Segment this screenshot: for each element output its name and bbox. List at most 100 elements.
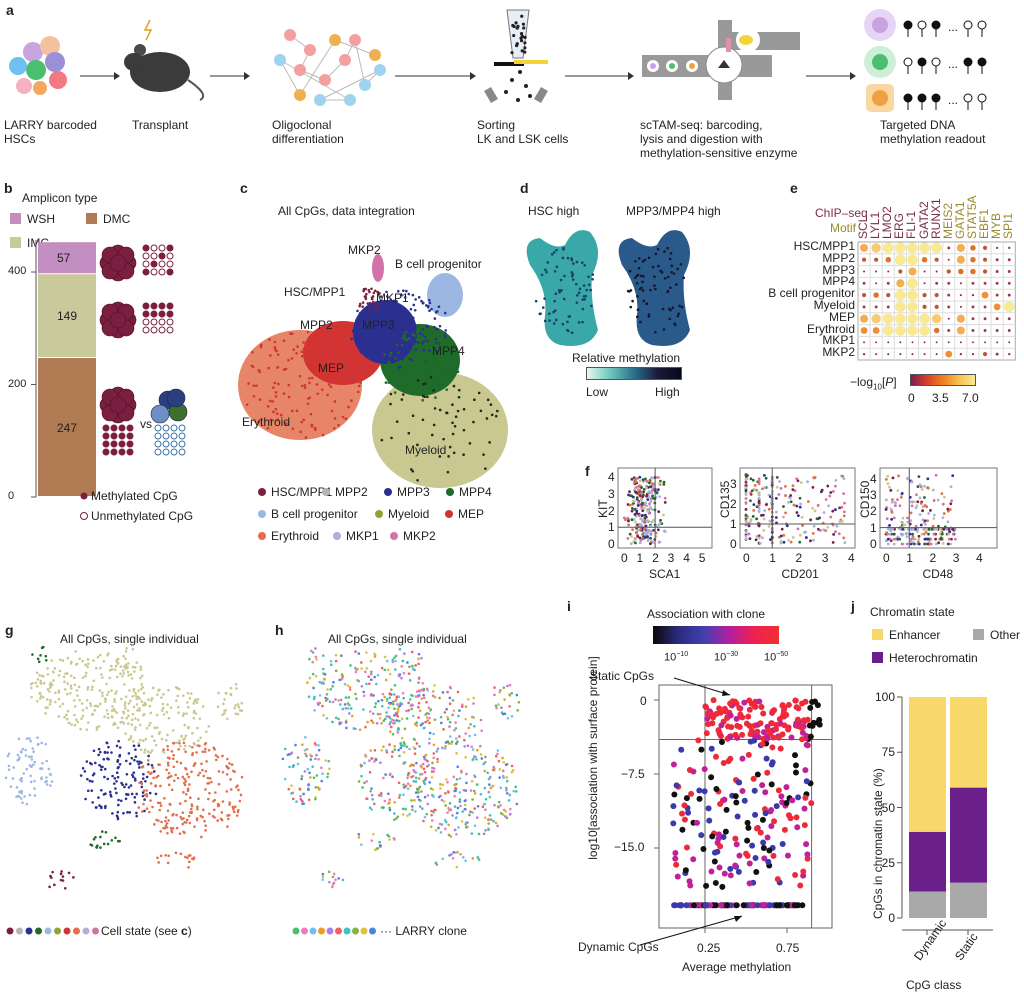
methylated-cpg-icon: [142, 310, 150, 318]
cell-point: [334, 370, 338, 374]
methylated-cpg-icon: [917, 93, 927, 103]
cell-point: [425, 339, 429, 343]
droplet-dot: [524, 84, 528, 88]
cell-point: [432, 375, 436, 378]
cell-point: [391, 347, 394, 351]
cell-point: [485, 417, 489, 420]
cell-point: [423, 366, 427, 370]
cell-point: [268, 338, 271, 341]
cell-point: [575, 282, 578, 286]
cell-point: [433, 407, 437, 410]
cell-point: [419, 381, 422, 385]
legend-item-hsc-mpp1: HSC/MPP1: [258, 485, 332, 499]
cell-point: [394, 357, 397, 360]
cell-dot: [349, 34, 361, 46]
cell-point: [570, 271, 574, 274]
cell-dot: [359, 79, 371, 91]
cell-point: [552, 322, 556, 325]
myeloid-region: [372, 372, 508, 488]
cell-point: [421, 398, 425, 402]
cell-point: [398, 316, 402, 320]
cell-point: [384, 381, 388, 384]
droplet-dot: [528, 94, 532, 98]
cell-point: [361, 327, 365, 331]
bar-segment-dynamic-enhancer: [909, 697, 946, 832]
cell-point: [326, 393, 329, 397]
lineage-edge: [299, 39, 336, 96]
cell-point: [408, 328, 411, 332]
methylated-cpg-icon: [110, 432, 118, 440]
cell-point: [412, 303, 416, 307]
methylated-cpg-icon: [102, 424, 110, 432]
cell-point: [370, 297, 374, 301]
cell-point: [355, 319, 358, 322]
cell-point: [457, 395, 461, 399]
cell-point: [427, 372, 431, 376]
cell-point: [484, 467, 487, 470]
unmethylated-cpg-icon: [150, 244, 158, 252]
cell-point: [555, 265, 559, 269]
cell-point: [543, 297, 546, 300]
y-tick-label: 0: [8, 490, 15, 502]
arrow-icon: [80, 72, 120, 80]
cell-point: [553, 270, 557, 273]
droplet-dot: [523, 46, 527, 50]
cell-point: [442, 364, 445, 367]
cell-point: [388, 354, 392, 357]
cell-point: [563, 274, 566, 278]
cell-point: [438, 324, 442, 328]
cell-point: [358, 311, 362, 315]
methylated-cpg-icon: [142, 302, 150, 310]
cell-point: [402, 323, 405, 327]
cell-point: [387, 381, 391, 384]
cell-point: [434, 337, 438, 341]
unmethylated-cpg-icon: [178, 432, 186, 440]
cell-point: [338, 382, 342, 385]
cell-point: [540, 273, 544, 277]
legend-label: HSC/MPP1: [271, 485, 333, 499]
cell-point: [300, 354, 304, 358]
cell-point: [365, 292, 368, 296]
arrow-icon: [210, 72, 250, 80]
cell-point: [577, 291, 581, 295]
droplet-dot: [520, 14, 524, 18]
cell-point: [462, 428, 466, 432]
cell-point: [438, 373, 441, 376]
cell-point: [395, 300, 398, 303]
cell-point: [367, 325, 371, 329]
cell-point: [306, 397, 310, 400]
cell-point: [562, 297, 566, 301]
cell-point: [356, 309, 359, 313]
cell-point: [437, 364, 440, 368]
cell-dot: [319, 74, 331, 86]
vs-label: vs: [140, 417, 152, 431]
cell-point: [420, 342, 424, 345]
cluster-label: Erythroid: [242, 415, 291, 429]
y-tick-label: 75: [881, 745, 895, 760]
cell-point: [561, 256, 565, 260]
cell-point: [290, 357, 294, 360]
cell-point: [434, 345, 437, 348]
cell-point: [295, 352, 298, 355]
droplet-dot: [519, 39, 524, 43]
cell-point: [383, 357, 386, 360]
bar-segment-wsh: [38, 242, 96, 274]
cell-point: [333, 356, 337, 360]
cell-point: [400, 343, 404, 347]
cell-point: [407, 431, 411, 435]
cell-point: [411, 333, 414, 336]
droplet-dot: [516, 98, 520, 102]
cell-point: [428, 301, 432, 305]
methylated-cpg-icon: [102, 432, 110, 440]
cell-point: [322, 371, 326, 375]
cell-point: [360, 378, 363, 382]
cell-point: [423, 395, 426, 399]
cell-point: [548, 312, 551, 315]
cell-dot: [339, 54, 351, 66]
cell-point: [277, 382, 280, 386]
methylated-cpg-icon: [118, 432, 126, 440]
cluster-label: MEP: [318, 361, 345, 375]
methylated-cpg-icon: [118, 448, 126, 456]
